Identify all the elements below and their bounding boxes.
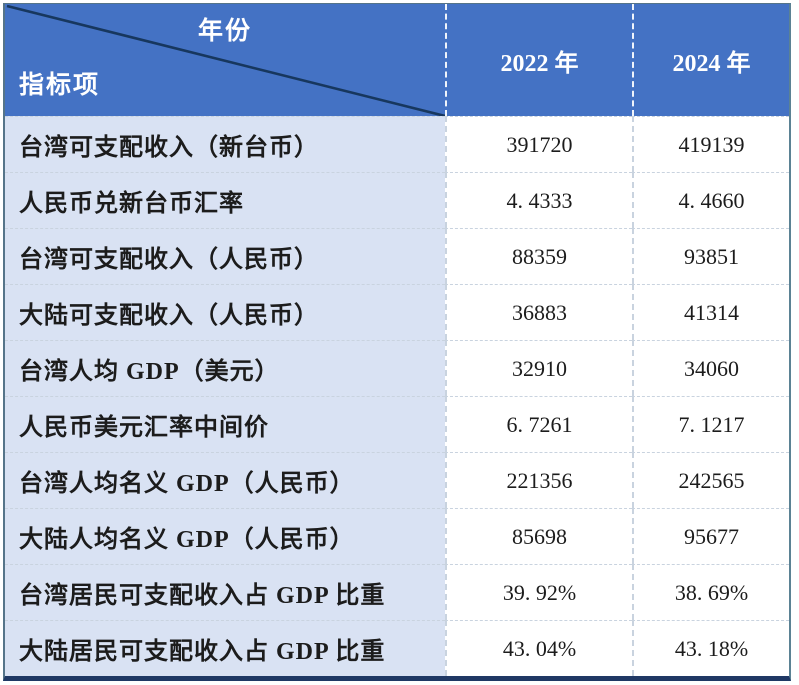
indicator-comparison-table: 年份 指标项 2022 年 2024 年 台湾可支配收入（新台币） 391720… (3, 3, 791, 681)
value-2022: 39. 92% (445, 564, 632, 620)
value-2022: 391720 (445, 116, 632, 172)
value-2024: 419139 (632, 116, 789, 172)
header-column-2022: 2022 年 (445, 4, 632, 116)
value-2024: 34060 (632, 340, 789, 396)
header-column-2024: 2024 年 (632, 4, 789, 116)
value-2024: 7. 1217 (632, 396, 789, 452)
value-2022: 32910 (445, 340, 632, 396)
table-row: 大陆可支配收入（人民币） 36883 41314 (5, 284, 789, 340)
header-indicator-axis-label: 指标项 (19, 72, 101, 99)
value-2022: 88359 (445, 228, 632, 284)
value-2022: 221356 (445, 452, 632, 508)
row-label: 台湾可支配收入（新台币） (5, 116, 445, 172)
header-corner-cell: 年份 指标项 (5, 4, 445, 116)
row-label: 台湾人均名义 GDP（人民币） (5, 452, 445, 508)
value-2024: 38. 69% (632, 564, 789, 620)
row-label: 台湾居民可支配收入占 GDP 比重 (5, 564, 445, 620)
value-2024: 4. 4660 (632, 172, 789, 228)
value-2022: 36883 (445, 284, 632, 340)
table-row: 台湾居民可支配收入占 GDP 比重 39. 92% 38. 69% (5, 564, 789, 620)
row-label: 大陆可支配收入（人民币） (5, 284, 445, 340)
row-label: 台湾人均 GDP（美元） (5, 340, 445, 396)
table-row: 台湾人均名义 GDP（人民币） 221356 242565 (5, 452, 789, 508)
table-row: 台湾人均 GDP（美元） 32910 34060 (5, 340, 789, 396)
row-label: 人民币兑新台币汇率 (5, 172, 445, 228)
row-label: 人民币美元汇率中间价 (5, 396, 445, 452)
table-row: 人民币美元汇率中间价 6. 7261 7. 1217 (5, 396, 789, 452)
row-label: 大陆居民可支配收入占 GDP 比重 (5, 620, 445, 676)
value-2024: 242565 (632, 452, 789, 508)
table-row: 大陆人均名义 GDP（人民币） 85698 95677 (5, 508, 789, 564)
table-header-row: 年份 指标项 2022 年 2024 年 (5, 4, 789, 116)
table-row: 台湾可支配收入（人民币） 88359 93851 (5, 228, 789, 284)
table-row: 人民币兑新台币汇率 4. 4333 4. 4660 (5, 172, 789, 228)
value-2022: 4. 4333 (445, 172, 632, 228)
row-label: 台湾可支配收入（人民币） (5, 228, 445, 284)
table-row: 台湾可支配收入（新台币） 391720 419139 (5, 116, 789, 172)
value-2022: 43. 04% (445, 620, 632, 676)
value-2024: 93851 (632, 228, 789, 284)
diagonal-divider-line (6, 4, 445, 116)
value-2022: 6. 7261 (445, 396, 632, 452)
header-year-axis-label: 年份 (197, 18, 252, 45)
value-2024: 43. 18% (632, 620, 789, 676)
value-2024: 95677 (632, 508, 789, 564)
value-2024: 41314 (632, 284, 789, 340)
table-row: 大陆居民可支配收入占 GDP 比重 43. 04% 43. 18% (5, 620, 789, 676)
table-body: 台湾可支配收入（新台币） 391720 419139 人民币兑新台币汇率 4. … (5, 116, 789, 676)
value-2022: 85698 (445, 508, 632, 564)
row-label: 大陆人均名义 GDP（人民币） (5, 508, 445, 564)
